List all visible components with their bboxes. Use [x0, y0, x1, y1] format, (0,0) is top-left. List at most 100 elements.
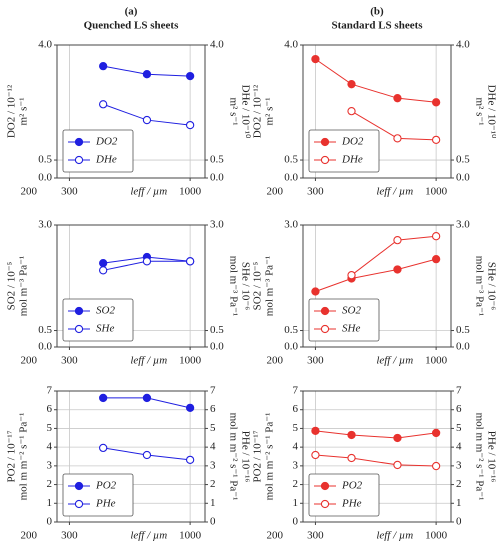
y2-axis-label: m² s⁻¹ [473, 98, 485, 126]
legend-label: DHe [95, 154, 117, 166]
y2-tick-label: 0 [456, 516, 462, 528]
y2-axis-label: mol m m⁻² s⁻¹ Pa⁻¹ [473, 413, 485, 501]
data-point [393, 265, 402, 274]
y-axis-label: DO2 / 10⁻¹² [252, 84, 264, 138]
data-point [393, 134, 402, 143]
data-point [99, 61, 108, 71]
x-axis-label: leff / µm [376, 530, 413, 542]
y-axis-label: mol m m⁻² s⁻¹ Pa⁻¹ [18, 413, 30, 501]
x-tick-label: 1000 [425, 186, 448, 198]
panel-title: Quenched LS sheets [84, 20, 179, 32]
data-point [347, 430, 356, 440]
y-tick-label: 0.0 [284, 172, 298, 184]
plot-frame [302, 224, 452, 348]
legend-label: SO2 [96, 305, 115, 317]
data-point [185, 403, 195, 412]
y2-tick-label: 0 [210, 516, 216, 528]
legend-marker [320, 155, 330, 165]
data-point [99, 393, 108, 403]
data-point [347, 453, 356, 463]
legend-label: SHe [96, 323, 114, 335]
data-point [393, 94, 402, 103]
data-point [142, 257, 152, 266]
legend-marker [320, 324, 330, 334]
y2-tick-label: 6 [210, 403, 216, 415]
y-tick-label: 0 [293, 516, 299, 528]
y-axis-label: SO2 / 10⁻⁵ [252, 261, 264, 310]
y2-tick-label: 0.5 [210, 324, 224, 336]
y2-axis-label: m² s⁻¹ [227, 98, 239, 126]
legend-label: DO2 [95, 136, 118, 148]
series-line [315, 258, 437, 292]
y2-tick-label: 6 [456, 403, 462, 415]
plot-frame [56, 224, 206, 348]
plot-frame [56, 44, 206, 179]
y2-tick-label: 3.0 [456, 219, 470, 231]
y-tick-label: 7 [293, 385, 299, 397]
y2-axis-label: PHe / 10⁻¹⁶ [239, 431, 251, 483]
legend-marker [74, 137, 84, 147]
x-tick-label: 200 [267, 186, 284, 198]
legend-marker [74, 499, 84, 509]
x-tick-label: 1000 [425, 530, 448, 542]
y-tick-label: 2 [293, 478, 299, 490]
data-point [431, 461, 441, 471]
y-tick-label: 0.5 [284, 324, 298, 336]
y2-tick-label: 4 [210, 441, 216, 453]
y-axis-label: PO2 / 10⁻¹⁷ [252, 430, 264, 482]
panel-label: (a) [125, 6, 138, 18]
x-tick-label: 200 [267, 355, 284, 367]
legend-marker [74, 481, 84, 491]
x-tick-label: 300 [61, 530, 78, 542]
x-tick-label: 1000 [179, 355, 202, 367]
y-tick-label: 4 [293, 441, 299, 453]
x-tick-label: 200 [21, 355, 38, 367]
legend-marker [320, 481, 330, 491]
y2-axis-label: DHe / 10⁻¹⁰ [485, 85, 496, 139]
legend-label: PO2 [341, 480, 363, 492]
plot-frame [302, 44, 452, 179]
data-point [99, 266, 108, 275]
x-tick-label: 200 [21, 186, 38, 198]
y2-tick-label: 2 [210, 478, 216, 490]
y2-tick-label: 3.0 [210, 219, 224, 231]
data-point [431, 232, 441, 241]
y-tick-label: 4.0 [38, 39, 52, 51]
y2-tick-label: 0.0 [210, 341, 224, 353]
data-point [185, 120, 195, 130]
y-axis-label: m² s⁻¹ [18, 98, 30, 126]
x-tick-label: 1000 [425, 355, 448, 367]
panel-label: (b) [370, 6, 384, 18]
y2-tick-label: 7 [456, 385, 462, 397]
y-tick-label: 1 [293, 497, 299, 509]
legend-marker [320, 499, 330, 509]
y2-tick-label: 1 [456, 497, 462, 509]
y2-axis-label: SHe / 10⁻⁶ [239, 262, 251, 310]
data-point [431, 135, 441, 145]
data-point [347, 271, 356, 280]
y-axis-label: mol m⁻³ Pa⁻¹ [18, 256, 30, 316]
y-tick-label: 5 [293, 422, 299, 434]
x-tick-label: 1000 [179, 530, 202, 542]
legend-label: PHe [341, 498, 362, 510]
y-tick-label: 6 [293, 403, 299, 415]
y-tick-label: 0 [47, 516, 53, 528]
legend-label: PHe [95, 498, 116, 510]
data-point [431, 254, 441, 264]
legend-marker [74, 155, 84, 165]
y-tick-label: 4 [47, 441, 53, 453]
x-tick-label: 200 [267, 530, 284, 542]
y2-tick-label: 0.5 [456, 324, 470, 336]
panel: (b) Standard LS sheets 200 300 1000 0.0 0.5 4.0… [252, 6, 496, 198]
x-axis-label: leff / µm [376, 355, 413, 367]
legend-label: SHe [342, 323, 360, 335]
y2-axis-label: PHe / 10⁻¹⁶ [485, 431, 496, 483]
y2-tick-label: 1 [210, 497, 216, 509]
y-tick-label: 2 [47, 478, 53, 490]
x-axis-label: leff / µm [130, 355, 167, 367]
y2-tick-label: 3 [456, 459, 462, 471]
x-tick-label: 200 [21, 530, 38, 542]
y2-tick-label: 2 [456, 478, 462, 490]
data-point [99, 258, 108, 268]
